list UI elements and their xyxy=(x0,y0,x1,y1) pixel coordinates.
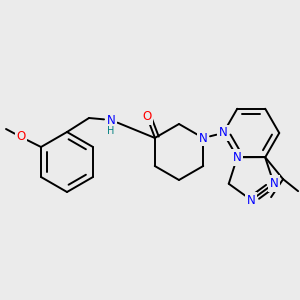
Text: N: N xyxy=(269,177,278,190)
Text: O: O xyxy=(142,110,152,124)
Text: N: N xyxy=(106,113,116,127)
Text: N: N xyxy=(219,127,228,140)
Text: H: H xyxy=(107,126,115,136)
Text: O: O xyxy=(16,130,26,143)
Text: N: N xyxy=(199,131,208,145)
Text: N: N xyxy=(233,151,242,164)
Text: N: N xyxy=(247,194,256,206)
